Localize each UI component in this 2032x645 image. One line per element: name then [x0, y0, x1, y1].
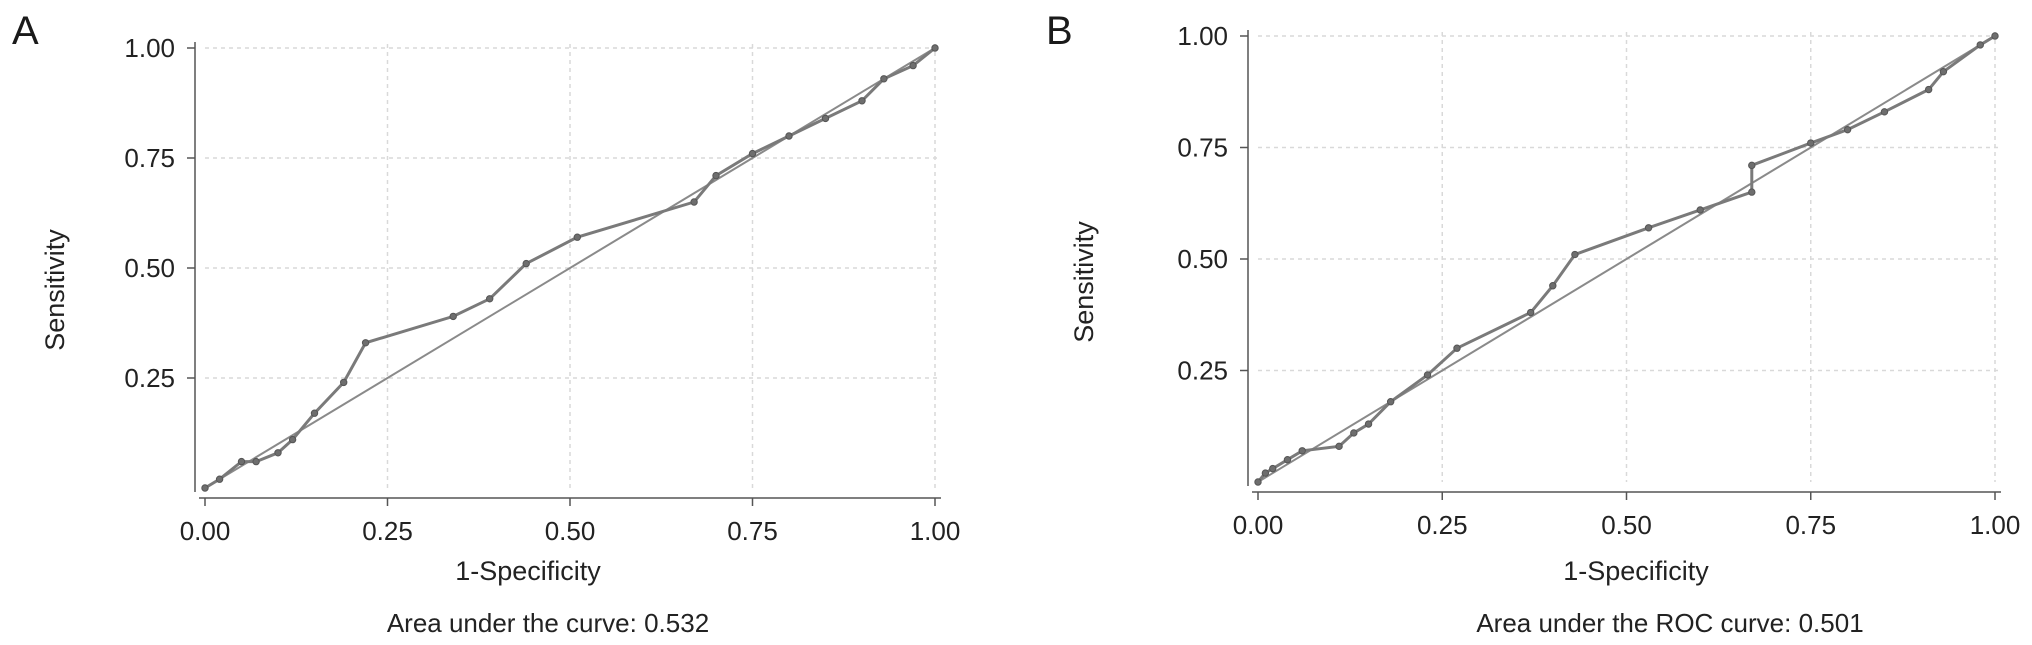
panel-a-y-tick-label: 0.25	[124, 363, 175, 393]
panel-b-y-tick-label: 0.25	[1177, 356, 1228, 386]
panel-b-reference-line	[1257, 35, 1996, 483]
panel-b-letter: B	[1046, 9, 1073, 53]
panel-b-roc-point	[1976, 41, 1984, 49]
panel-b-y-axis-label: Sensitivity	[1069, 221, 1099, 343]
panel-a: A 1-Specificity Sensitivity Area under t…	[12, 9, 709, 638]
panel-b-roc-point	[1261, 469, 1270, 477]
panel-a-reference-line	[204, 47, 936, 489]
panel-a-roc-point	[449, 312, 457, 321]
panel-b-roc-point	[1696, 206, 1704, 214]
panel-a-roc-point	[340, 378, 348, 387]
panel-b-x-axis-label: 1-Specificity	[1563, 556, 1709, 586]
panel-b-roc-point	[1283, 456, 1292, 464]
panel-b-roc-point	[1549, 282, 1557, 290]
panel-a-roc-point	[215, 475, 224, 483]
panel-a-roc-point	[274, 449, 282, 457]
panel-b-y-tick-label: 0.75	[1177, 133, 1228, 163]
panel-a-roc-point	[201, 484, 209, 492]
panel-a-auc-caption: Area under the curve: 0.532	[387, 608, 709, 638]
panel-b-roc-point	[1748, 188, 1756, 196]
panel-a-roc-point	[821, 114, 830, 123]
panel-b-roc-point	[1298, 447, 1306, 455]
panel-a-roc-point	[690, 198, 698, 206]
panel-a-roc-point	[858, 97, 866, 105]
panel-a-roc-curve	[204, 46, 936, 490]
panel-a-roc-point	[712, 171, 720, 180]
panel-a-roc-point	[252, 457, 260, 466]
panel-b-roc-point	[1526, 308, 1535, 317]
panel-b-roc-point	[1254, 478, 1262, 486]
panel-b-roc-point	[1748, 161, 1756, 170]
panel-b-roc-point	[1991, 32, 1999, 40]
panel-b-auc-caption: Area under the ROC curve: 0.501	[1476, 608, 1863, 638]
panel-a-roc-point	[486, 295, 494, 303]
panel-a-x-tick-label: 1.00	[910, 516, 961, 546]
panel-b-roc-point	[1423, 371, 1432, 379]
panel-b-roc-point	[1939, 67, 1948, 76]
panel-a-x-tick-label: 0.00	[180, 516, 231, 546]
panel-b-roc-point	[1350, 429, 1358, 437]
panel-b-roc-point	[1644, 224, 1653, 232]
panel-a-x-tick-label: 0.25	[362, 516, 413, 546]
panel-a-roc-point	[573, 233, 581, 241]
panel-a-x-axis-label: 1-Specificity	[455, 556, 601, 586]
panel-a-roc-point	[237, 457, 246, 466]
panel-b-x-tick-label: 0.00	[1233, 510, 1284, 540]
panel-b-y-tick-label: 1.00	[1177, 21, 1228, 51]
panel-b-roc-point	[1571, 250, 1579, 259]
panel-a-roc-point	[880, 75, 888, 83]
panel-b-y-tick-label: 0.50	[1177, 244, 1228, 274]
panel-b-roc-point	[1364, 420, 1373, 428]
panel-b-x-tick-label: 0.50	[1601, 510, 1652, 540]
panel-b-roc-point	[1453, 344, 1461, 352]
panel-a-roc-point	[909, 61, 917, 70]
panel-a-roc-point	[522, 259, 530, 268]
panel-b-x-tick-label: 0.25	[1417, 510, 1468, 540]
panel-a-roc-point	[785, 132, 793, 140]
panel-a-y-tick-label: 0.75	[124, 143, 175, 173]
panel-a-roc-point	[310, 409, 319, 417]
panel-a-y-axis-label: Sensitivity	[40, 229, 70, 351]
panel-b-roc-point	[1335, 442, 1343, 451]
panel-b-roc-point	[1386, 398, 1395, 406]
panel-a-y-tick-label: 1.00	[124, 33, 175, 63]
panel-a-letter: A	[12, 9, 39, 53]
panel-b-roc-point	[1807, 139, 1815, 147]
panel-b: B 1-Specificity Sensitivity Area under t…	[1046, 9, 1864, 638]
panel-a-x-tick-label: 0.50	[545, 516, 596, 546]
panel-a-roc-point	[931, 44, 939, 52]
panel-b-x-tick-label: 0.75	[1785, 510, 1836, 540]
panel-a-x-tick-label: 0.75	[727, 516, 778, 546]
panel-b-roc-point	[1880, 108, 1889, 116]
panel-b-roc-point	[1269, 464, 1277, 473]
panel-a-roc-point	[288, 435, 297, 444]
panel-b-roc-point	[1843, 125, 1852, 134]
panel-a-roc-point	[748, 149, 757, 158]
panel-b-roc-point	[1924, 85, 1933, 94]
panel-a-y-tick-label: 0.50	[124, 253, 175, 283]
panel-b-x-tick-label: 1.00	[1970, 510, 2021, 540]
panel-a-roc-point	[361, 339, 370, 347]
